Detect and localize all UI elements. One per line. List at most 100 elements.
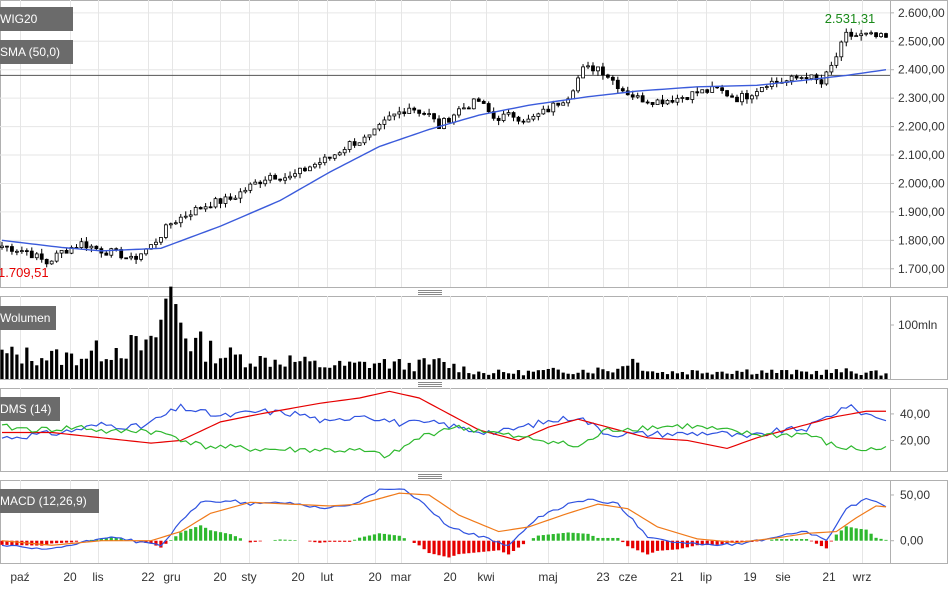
- macd-histogram-bar: [561, 532, 565, 541]
- volume-bar: [248, 363, 252, 379]
- macd-histogram-bar: [804, 539, 809, 541]
- macd-histogram-bar: [367, 535, 372, 541]
- volume-bar: [159, 319, 163, 379]
- dms-panel-resize-handle[interactable]: [418, 474, 442, 480]
- price-candle: [159, 237, 163, 245]
- volume-bar: [720, 371, 724, 379]
- x-tick-label: kwi: [477, 570, 494, 584]
- price-candle: [327, 156, 332, 161]
- macd-histogram-bar: [571, 532, 575, 541]
- macd-histogram-bar: [586, 533, 590, 541]
- macd-histogram-bar: [462, 540, 466, 554]
- price-candle: [109, 247, 114, 258]
- price-panel-resize-handle[interactable]: [418, 290, 442, 296]
- macd-histogram-bar: [0, 540, 4, 545]
- macd-histogram-bar: [104, 537, 108, 541]
- price-candle: [660, 94, 665, 108]
- price-candle: [447, 116, 451, 123]
- macd-histogram-bar: [397, 535, 401, 541]
- price-candle: [34, 252, 39, 261]
- macd-histogram-bar: [273, 539, 277, 541]
- price-candle: [685, 96, 690, 101]
- volume-bar: [884, 373, 888, 379]
- macd-histogram-bar: [621, 540, 625, 543]
- volume-bar: [809, 374, 814, 379]
- volume-bar: [243, 367, 247, 379]
- volume-bar: [5, 353, 9, 379]
- macd-histogram-bar: [646, 540, 650, 555]
- macd-histogram-bar: [824, 540, 829, 549]
- x-tick-label: maj: [538, 570, 557, 584]
- price-candle: [198, 206, 203, 210]
- panel-frame-vol: [0, 296, 948, 380]
- price-candle: [64, 247, 69, 254]
- price-candle: [268, 172, 273, 184]
- price-candle: [591, 62, 595, 75]
- volume-bar: [392, 361, 396, 379]
- macd-histogram-bar: [680, 540, 684, 549]
- dms-panel-title[interactable]: DMS (14): [0, 397, 60, 421]
- volume-bar: [521, 375, 526, 379]
- volume-bar: [660, 371, 665, 379]
- macd-y-tick-label: 50,00: [900, 488, 930, 502]
- macd-histogram-bar: [402, 538, 406, 541]
- price-panel-title[interactable]: WIG20: [0, 7, 73, 31]
- macd-histogram-bar: [720, 540, 724, 545]
- macd-histogram-bar: [427, 540, 431, 554]
- price-candle: [228, 193, 233, 201]
- volume-bar: [586, 372, 590, 379]
- price-candle: [496, 115, 501, 126]
- price-candle: [427, 108, 432, 118]
- price-candle: [238, 188, 243, 204]
- volume-bar: [204, 361, 208, 379]
- volume-bar: [780, 370, 784, 379]
- macd-histogram-bar: [253, 540, 257, 542]
- macd-histogram-bar: [348, 540, 352, 542]
- price-candle: [0, 241, 4, 250]
- volume-bar: [412, 371, 416, 379]
- volume-bar: [641, 370, 645, 379]
- price-candle: [14, 249, 19, 256]
- volume-bar: [338, 360, 342, 379]
- macd-histogram-bar: [536, 535, 540, 541]
- volume-y-tick-label: 100mln: [898, 318, 937, 332]
- price-y-tick-label: 2.000,00: [898, 176, 945, 190]
- macd-histogram-bar: [223, 533, 228, 541]
- macd-histogram-bar: [10, 540, 14, 546]
- volume-bar: [854, 373, 858, 379]
- macd-histogram-bar: [735, 540, 739, 543]
- volume-bar: [169, 286, 173, 379]
- volume-panel-resize-handle[interactable]: [418, 382, 442, 388]
- x-tick-label: gru: [163, 570, 180, 584]
- sma-label[interactable]: SMA (50,0): [0, 40, 73, 64]
- volume-bar: [268, 366, 272, 379]
- price-candle: [303, 166, 307, 173]
- volume-bar: [323, 367, 327, 379]
- macd-histogram-bar: [799, 539, 804, 541]
- price-candle: [486, 101, 491, 114]
- price-candle: [407, 103, 412, 114]
- volume-bar: [551, 367, 555, 379]
- volume-bar: [785, 370, 789, 379]
- price-candle: [884, 32, 888, 39]
- dms-green-line: [1, 423, 887, 459]
- volume-bar: [432, 359, 436, 379]
- volume-bar: [353, 362, 357, 379]
- price-candle: [730, 93, 734, 98]
- volume-bar: [561, 372, 565, 379]
- volume-bar: [308, 361, 312, 379]
- volume-bar: [765, 372, 769, 379]
- macd-panel-title[interactable]: MACD (12,26,9): [0, 489, 99, 513]
- macd-histogram-bar: [879, 538, 883, 541]
- x-tick-label: sty: [241, 570, 256, 584]
- macd-histogram-bar: [665, 540, 670, 551]
- macd-histogram-bar: [283, 539, 287, 541]
- x-tick-label: 22: [141, 570, 155, 584]
- volume-panel-title[interactable]: Wolumen: [0, 306, 56, 330]
- volume-bar: [238, 354, 242, 379]
- macd-histogram-bar: [238, 538, 242, 541]
- volume-bar: [611, 372, 615, 379]
- volume-bar: [179, 322, 183, 379]
- x-tick-label: lis: [92, 570, 103, 584]
- price-candle: [754, 88, 759, 100]
